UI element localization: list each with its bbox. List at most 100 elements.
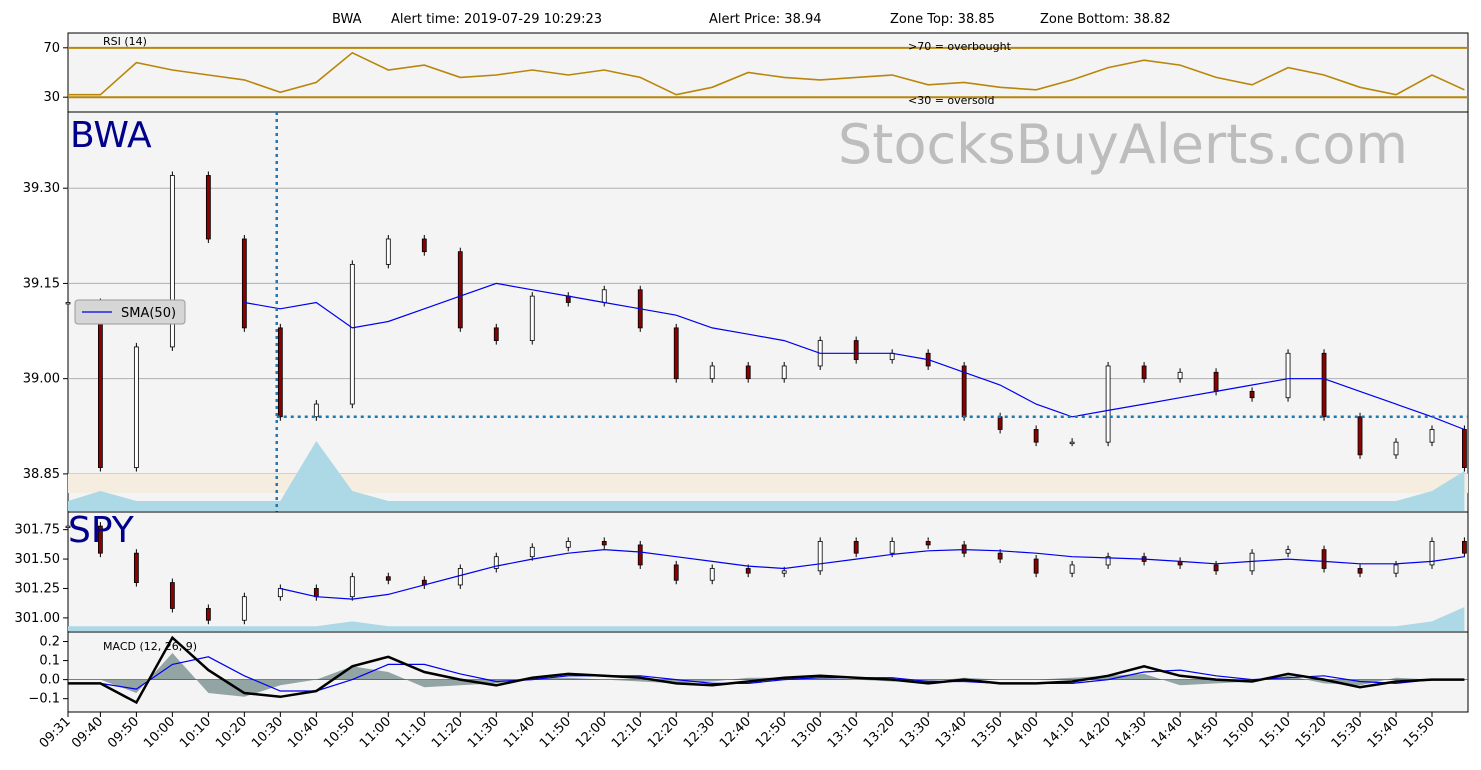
bwa-candle-body <box>1069 441 1075 445</box>
macd-histogram <box>68 653 1465 697</box>
bwa-candle-body <box>1321 352 1327 418</box>
x-tick-label: 14:10 <box>1041 714 1078 751</box>
macd-title: MACD (12, 26, 9) <box>103 640 197 653</box>
spy-panel: 301.00 301.25 301.50 301.75 SPY <box>15 510 1469 633</box>
bwa-candle-body <box>277 327 283 418</box>
header-alert-time: Alert time: 2019-07-29 10:29:23 <box>391 12 602 27</box>
spy-panel-bg <box>67 511 1469 633</box>
spy-candle-body <box>385 576 391 581</box>
x-tick-label: 10:10 <box>177 714 214 751</box>
x-tick-label: 12:30 <box>681 714 718 751</box>
x-tick-label: 12:40 <box>717 714 754 751</box>
spy-candle-body <box>637 544 643 566</box>
bwa-candle-body <box>709 365 715 380</box>
spy-candle-body <box>1321 549 1327 569</box>
spy-candle-body <box>709 568 715 581</box>
spy-candle-body <box>673 564 679 581</box>
spy-candle-body <box>277 588 283 598</box>
bwa-ticker-label: BWA <box>70 115 152 156</box>
x-tick-label: 14:30 <box>1113 714 1150 751</box>
bwa-candle-body <box>97 302 103 468</box>
spy-candle-body <box>745 568 751 574</box>
bwa-plot: 38.85 39.00 39.15 39.30 <box>23 112 1468 512</box>
x-tick-label: 11:20 <box>429 714 466 751</box>
bwa-candle-body <box>205 175 211 240</box>
watermark: StocksBuyAlerts.com <box>838 113 1408 176</box>
x-tick-label: 14:20 <box>1077 714 1114 751</box>
y-tick-label: 70 <box>43 41 60 56</box>
bwa-candle-body <box>1357 416 1363 456</box>
sma-legend-box <box>74 299 186 325</box>
x-tick-label: 11:00 <box>357 714 394 751</box>
spy-candle-body <box>889 541 895 554</box>
x-tick-label: 12:00 <box>573 714 610 751</box>
y-tick-label: 39.00 <box>23 372 60 387</box>
x-tick-label: 11:50 <box>537 714 574 751</box>
bwa-candle-body <box>565 295 571 303</box>
y-tick-label: 0.2 <box>39 635 60 650</box>
bwa-candle-body <box>1105 365 1111 443</box>
spy-candle-body <box>169 582 175 609</box>
bwa-panel: StocksBuyAlerts.com 38.85 39.00 39.15 39.30… <box>23 111 1469 513</box>
spy-candle-body <box>65 525 71 529</box>
spy-candle-body <box>601 541 607 546</box>
spy-candle-body <box>1285 549 1291 554</box>
bwa-candle-body <box>133 346 139 468</box>
x-tick-label: 11:30 <box>465 714 502 751</box>
x-tick-label: 10:40 <box>285 714 322 751</box>
spy-candle-body <box>997 552 1003 560</box>
x-tick-label: 13:10 <box>825 714 862 751</box>
x-tick-label: 12:20 <box>645 714 682 751</box>
y-tick-label: 0.0 <box>39 673 60 688</box>
spy-candle-body <box>241 596 247 621</box>
bwa-candle-body <box>1429 429 1435 443</box>
y-tick-label: 301.50 <box>15 552 61 567</box>
y-tick-label: 0.1 <box>39 654 60 669</box>
x-axis: 09:3109:4009:5010:0010:1010:2010:3010:40… <box>37 712 1438 751</box>
spy-candle-body <box>817 541 823 572</box>
x-tick-label: 10:20 <box>213 714 250 751</box>
bwa-candle-body <box>889 352 895 361</box>
spy-candle-body <box>133 552 139 583</box>
x-tick-label: 15:50 <box>1401 714 1438 751</box>
spy-candle-body <box>565 541 571 548</box>
bwa-candle-body <box>997 416 1003 430</box>
x-tick-label: 15:00 <box>1221 714 1258 751</box>
x-tick-label: 12:10 <box>609 714 646 751</box>
macd-panel-bg <box>67 631 1469 713</box>
x-tick-label: 09:50 <box>105 714 142 751</box>
bwa-candle-body <box>421 238 427 253</box>
rsi-plot: 30 70 <box>43 41 1468 105</box>
rsi-overbought-note: >70 = overbought <box>908 40 1012 53</box>
spy-candle-body <box>1393 564 1399 574</box>
x-tick-label: 15:20 <box>1293 714 1330 751</box>
bwa-candle-body <box>457 251 463 329</box>
x-tick-label: 13:00 <box>789 714 826 751</box>
spy-candle-body <box>529 546 535 558</box>
spy-candle-body <box>97 525 103 554</box>
bwa-candle-body <box>1213 371 1219 392</box>
bwa-candle-body <box>1462 429 1467 468</box>
header-zone-bottom: Zone Bottom: 38.82 <box>1040 12 1171 27</box>
spy-candle-body <box>493 556 499 569</box>
alert-zone-band <box>68 473 1468 493</box>
rsi-oversold-note: <30 = oversold <box>908 94 994 107</box>
bwa-sma-line <box>244 282 1465 431</box>
spy-candle-body <box>1357 568 1363 574</box>
bwa-candle-body <box>385 238 391 265</box>
bwa-candle-body <box>241 238 247 329</box>
x-tick-label: 13:40 <box>933 714 970 751</box>
x-tick-label: 14:40 <box>1149 714 1186 751</box>
bwa-candle-body <box>673 327 679 380</box>
bwa-candle-body <box>313 403 319 418</box>
x-tick-label: 15:30 <box>1329 714 1366 751</box>
bwa-candle-body <box>65 302 71 305</box>
rsi-panel-bg <box>67 32 1469 113</box>
bwa-candle-body <box>781 365 787 380</box>
x-tick-label: 13:30 <box>897 714 934 751</box>
macd-panel: −0.1 0.0 0.1 0.2 MACD (12, 26, 9) <box>28 631 1469 713</box>
rsi-line <box>68 51 1465 96</box>
spy-candle-body <box>1429 541 1435 566</box>
bwa-candle-body <box>1141 365 1147 380</box>
